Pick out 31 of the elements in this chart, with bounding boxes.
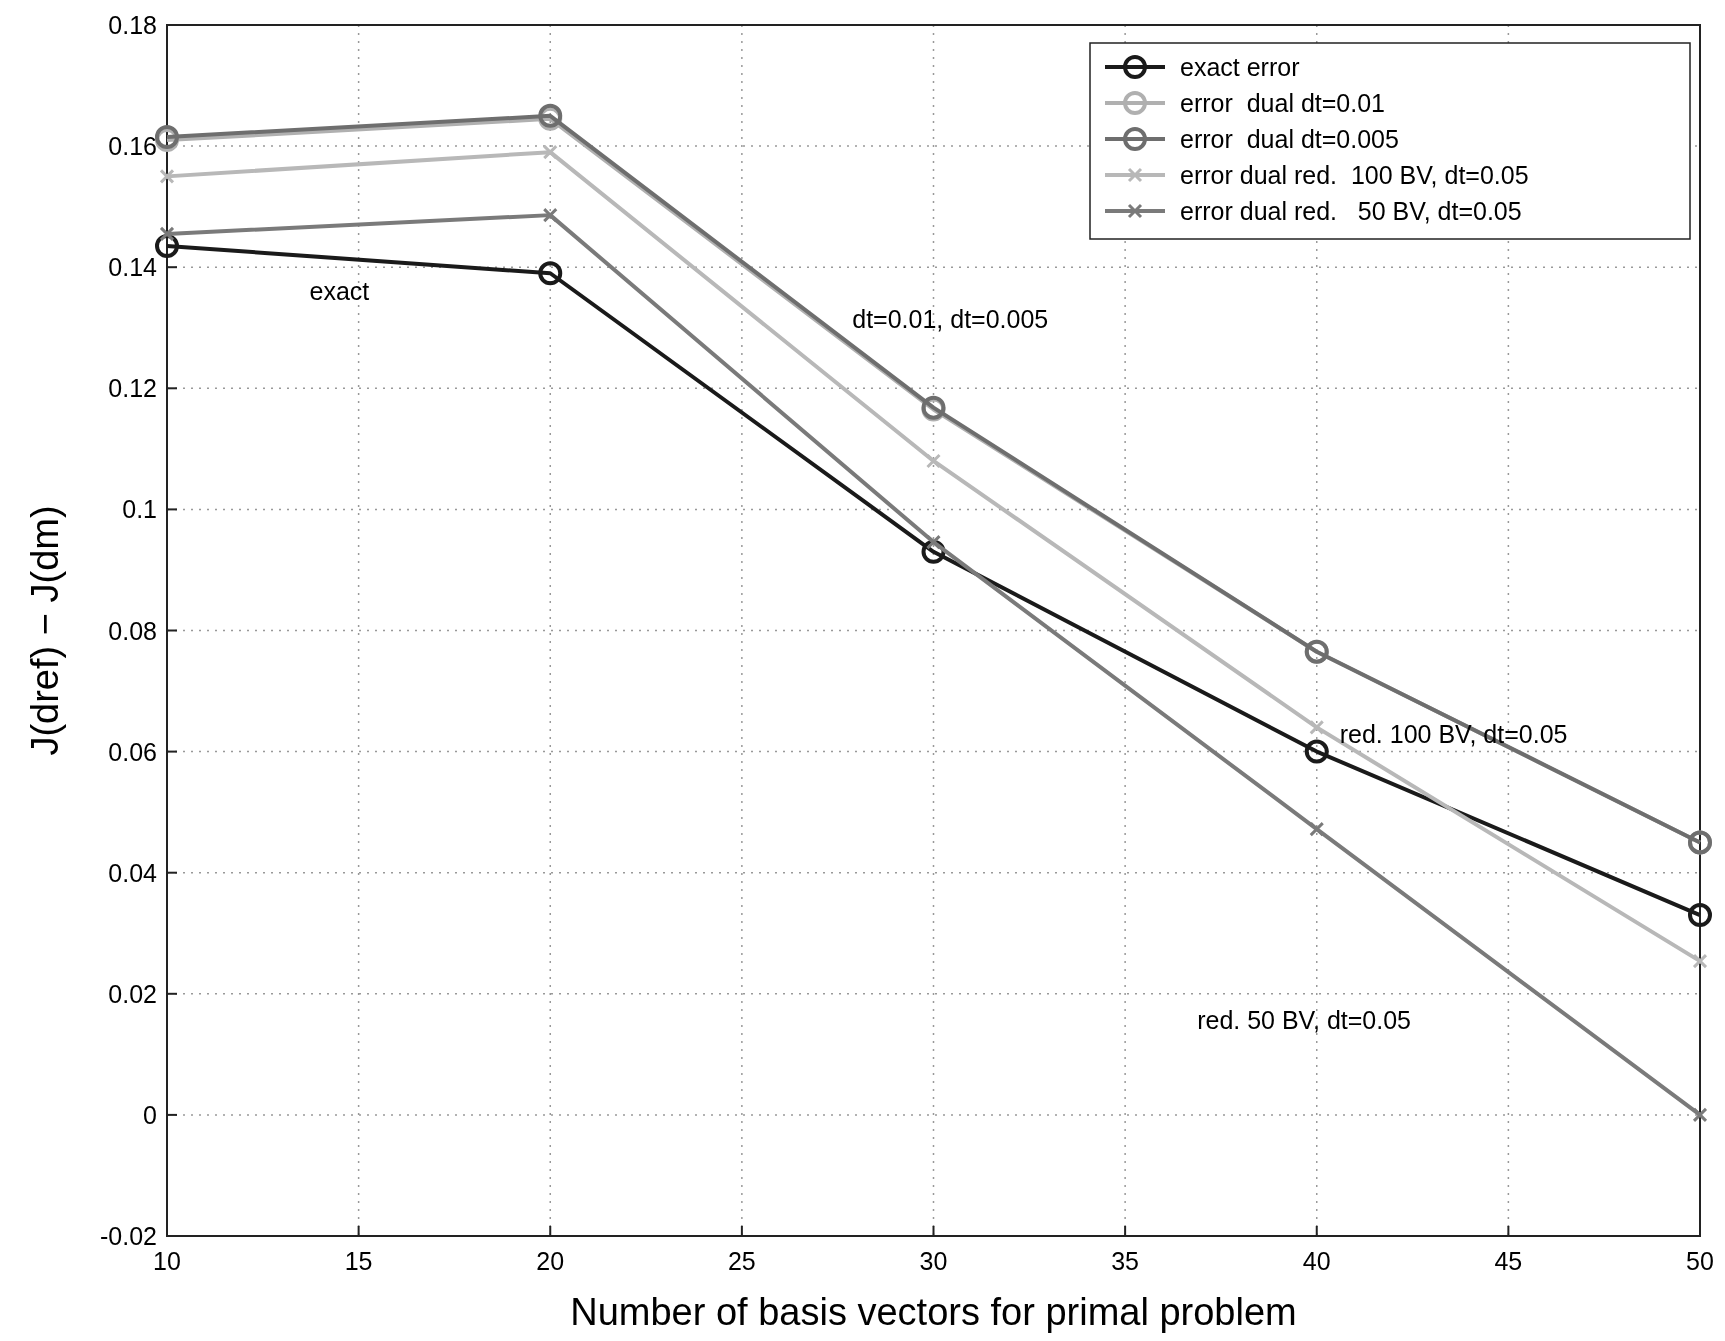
y-tick-label: 0.16 — [108, 132, 157, 161]
x-tick-label: 35 — [1111, 1247, 1140, 1275]
y-tick-label: 0 — [143, 1100, 157, 1129]
legend-label: error dual red. 50 BV, dt=0.05 — [1180, 197, 1522, 225]
x-tick-label: 20 — [536, 1247, 565, 1275]
x-tick-label: 25 — [727, 1247, 756, 1275]
y-tick-label: 0.04 — [108, 858, 158, 887]
y-tick-label: 0.1 — [122, 495, 157, 524]
y-tick-label: 0.02 — [108, 979, 157, 1008]
annotation: exact — [309, 276, 370, 305]
x-tick-label: 10 — [153, 1247, 181, 1275]
y-tick-label: 0.06 — [108, 737, 157, 766]
legend-label: error dual dt=0.01 — [1180, 89, 1385, 117]
legend-label: error dual red. 100 BV, dt=0.05 — [1180, 161, 1529, 189]
legend-label: exact error — [1180, 53, 1300, 81]
x-tick-label: 15 — [344, 1247, 373, 1275]
x-tick-label: 50 — [1686, 1247, 1714, 1275]
annotation: red. 50 BV, dt=0.05 — [1197, 1005, 1412, 1034]
y-tick-label: 0.14 — [108, 253, 158, 282]
y-axis-title: J(dref) − J(dm) — [24, 505, 66, 756]
y-tick-label: -0.02 — [100, 1222, 157, 1250]
annotation: dt=0.01, dt=0.005 — [852, 304, 1049, 333]
legend-label: error dual dt=0.005 — [1180, 125, 1399, 153]
x-axis-title: Number of basis vectors for primal problem — [570, 1291, 1297, 1333]
annotation: red. 100 BV, dt=0.05 — [1339, 720, 1568, 749]
y-tick-label: 0.18 — [108, 11, 157, 39]
y-tick-label: 0.12 — [108, 374, 157, 403]
y-tick-label: 0.08 — [108, 616, 157, 645]
x-tick-label: 30 — [919, 1247, 948, 1275]
x-tick-label: 45 — [1494, 1247, 1523, 1275]
x-tick-label: 40 — [1302, 1247, 1331, 1275]
